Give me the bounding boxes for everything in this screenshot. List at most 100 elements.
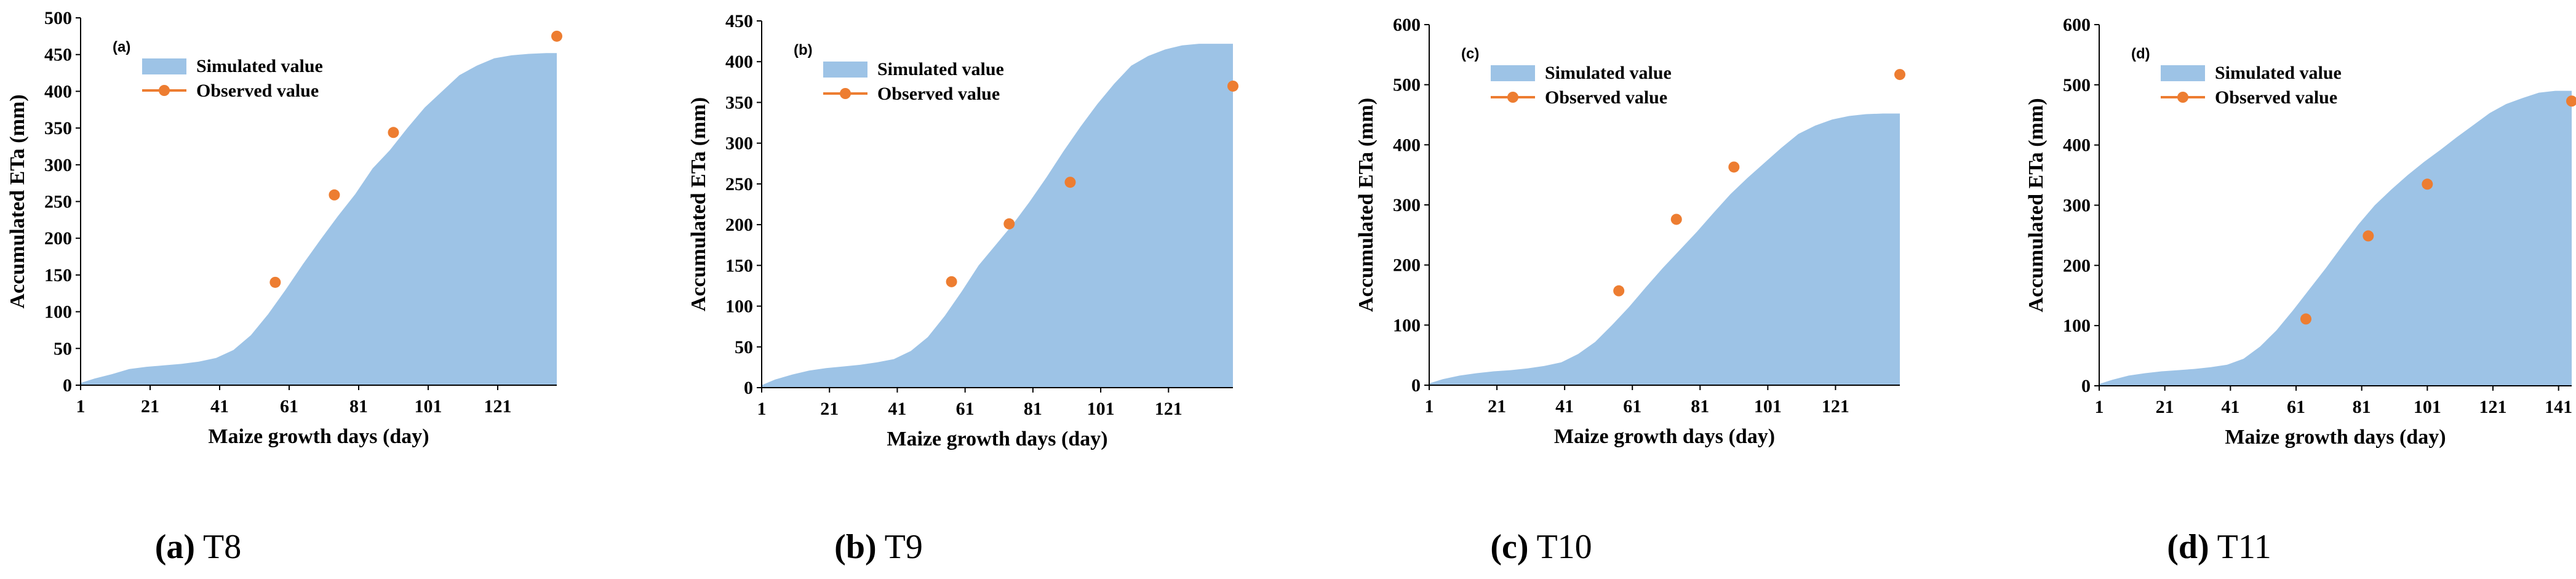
y-tick-label: 400 bbox=[725, 52, 753, 72]
x-tick-label: 61 bbox=[280, 396, 298, 417]
y-axis-title: Accumulated ETa (mm) bbox=[687, 97, 710, 311]
caption-label: (a) bbox=[155, 528, 195, 566]
legend: Simulated value Observed value bbox=[1491, 63, 1672, 108]
legend: Simulated value Observed value bbox=[142, 56, 323, 101]
observed-point bbox=[1670, 214, 1682, 225]
x-axis-title: Maize growth days (day) bbox=[887, 428, 1107, 450]
y-tick-label: 0 bbox=[2081, 376, 2091, 396]
observed-point bbox=[551, 30, 562, 42]
y-tick-label: 250 bbox=[725, 174, 753, 194]
x-tick-label: 21 bbox=[1488, 396, 1506, 417]
legend-label-simulated: Simulated value bbox=[196, 56, 323, 76]
x-tick-label: 81 bbox=[1691, 396, 1709, 417]
observed-point bbox=[1728, 161, 1740, 173]
observed-point bbox=[269, 276, 281, 288]
observed-point bbox=[1064, 177, 1076, 188]
caption-label: (b) bbox=[834, 528, 876, 566]
observed-point bbox=[1613, 285, 1625, 297]
y-tick-label: 250 bbox=[44, 192, 72, 212]
legend-label-simulated: Simulated value bbox=[2215, 63, 2342, 83]
observed-point bbox=[1003, 218, 1015, 230]
y-tick-label: 100 bbox=[1393, 315, 1421, 335]
x-axis-title: Maize growth days (day) bbox=[1554, 425, 1775, 448]
x-tick-label: 81 bbox=[1024, 399, 1042, 419]
caption-text: T9 bbox=[877, 528, 923, 566]
y-axis-title: Accumulated ETa (mm) bbox=[1355, 98, 1378, 312]
y-tick-label: 0 bbox=[63, 375, 72, 396]
y-tick-label: 100 bbox=[2063, 316, 2091, 336]
x-tick-label: 1 bbox=[757, 399, 767, 419]
legend-label-observed: Observed value bbox=[196, 81, 319, 101]
panel-caption: (b) T9 bbox=[834, 528, 923, 566]
legend-label-simulated: Simulated value bbox=[1545, 63, 1672, 83]
legend-label-observed: Observed value bbox=[877, 84, 1000, 104]
legend-label-observed: Observed value bbox=[2215, 87, 2337, 108]
legend-marker-observed bbox=[840, 88, 851, 99]
x-tick-label: 101 bbox=[1087, 399, 1115, 419]
y-tick-label: 600 bbox=[1393, 15, 1421, 35]
legend-label-simulated: Simulated value bbox=[877, 59, 1004, 79]
y-tick-label: 50 bbox=[54, 338, 72, 359]
x-tick-label: 21 bbox=[141, 396, 159, 417]
y-tick-label: 0 bbox=[744, 378, 753, 398]
panel-caption: (c) T10 bbox=[1490, 528, 1592, 566]
observed-point bbox=[329, 189, 340, 201]
y-tick-label: 200 bbox=[2063, 255, 2091, 276]
x-axis-title: Maize growth days (day) bbox=[2225, 426, 2446, 449]
captions: (a) T8 (b) T9 (c) T10 (d) T11 bbox=[155, 528, 2271, 566]
y-axis-title: Accumulated ETa (mm) bbox=[6, 94, 29, 308]
y-tick-label: 450 bbox=[44, 45, 72, 65]
x-tick-label: 121 bbox=[484, 396, 511, 417]
legend-marker-observed bbox=[159, 85, 170, 96]
observed-point bbox=[2300, 313, 2311, 325]
legend-label-observed: Observed value bbox=[1545, 87, 1667, 108]
panel-tag: (d) bbox=[2131, 46, 2150, 62]
observed-point bbox=[1227, 80, 1238, 92]
y-tick-label: 100 bbox=[44, 302, 72, 322]
x-tick-label: 141 bbox=[2545, 397, 2572, 417]
legend-swatch-simulated bbox=[142, 58, 186, 74]
y-tick-label: 350 bbox=[44, 118, 72, 138]
simulated-area bbox=[762, 44, 1233, 388]
panel-tag: (b) bbox=[794, 42, 813, 58]
panel-caption: (a) T8 bbox=[155, 528, 242, 566]
legend: Simulated value Observed value bbox=[2161, 63, 2342, 108]
x-tick-label: 61 bbox=[956, 399, 975, 419]
y-tick-label: 300 bbox=[44, 155, 72, 175]
caption-label: (c) bbox=[1490, 528, 1528, 566]
y-tick-label: 450 bbox=[725, 11, 753, 31]
legend-swatch-simulated bbox=[1491, 65, 1535, 81]
x-axis-title: Maize growth days (day) bbox=[208, 425, 429, 448]
observed-point bbox=[2566, 95, 2576, 107]
observed-point bbox=[946, 276, 957, 287]
y-tick-label: 200 bbox=[725, 215, 753, 235]
legend-swatch-simulated bbox=[823, 62, 867, 78]
legend-marker-observed bbox=[1507, 92, 1518, 103]
y-tick-label: 100 bbox=[725, 297, 753, 317]
simulated-area bbox=[1429, 113, 1900, 385]
x-tick-label: 61 bbox=[2287, 397, 2305, 417]
y-tick-label: 500 bbox=[1393, 75, 1421, 95]
y-tick-label: 150 bbox=[44, 265, 72, 286]
panel-tag: (c) bbox=[1461, 46, 1479, 62]
x-tick-label: 21 bbox=[2156, 397, 2174, 417]
x-tick-label: 81 bbox=[2353, 397, 2371, 417]
x-tick-label: 61 bbox=[1623, 396, 1641, 417]
y-tick-label: 350 bbox=[725, 92, 753, 113]
x-tick-label: 81 bbox=[349, 396, 368, 417]
y-tick-label: 300 bbox=[1393, 195, 1421, 215]
x-tick-label: 101 bbox=[2414, 397, 2441, 417]
legend-marker-observed bbox=[2177, 92, 2188, 103]
x-tick-label: 121 bbox=[2479, 397, 2507, 417]
y-tick-label: 200 bbox=[44, 228, 72, 249]
x-tick-label: 41 bbox=[888, 399, 906, 419]
y-tick-label: 300 bbox=[725, 134, 753, 154]
caption-label: (d) bbox=[2167, 528, 2209, 566]
x-tick-label: 1 bbox=[2095, 397, 2104, 417]
x-tick-label: 121 bbox=[1155, 399, 1182, 419]
